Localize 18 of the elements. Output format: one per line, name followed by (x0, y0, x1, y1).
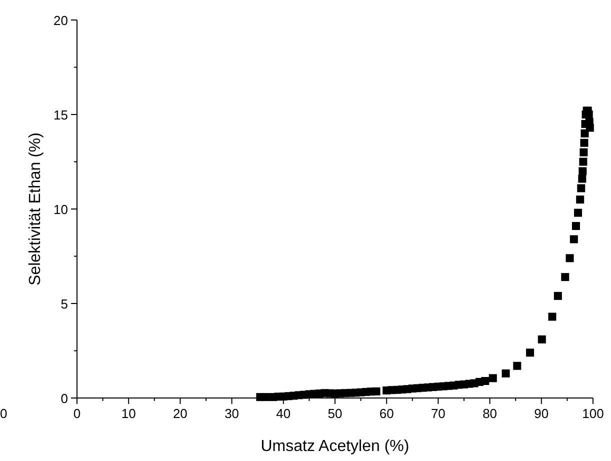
y-tick-label: 15 (54, 108, 68, 122)
y-axis-title: Selektivität Ethan (%) (27, 132, 44, 286)
y-tick-label: 20 (54, 13, 68, 28)
x-tick-label: 100 (582, 406, 604, 421)
x-axis-title: Umsatz Acetylen (%) (260, 438, 410, 455)
x-tick-label: 20 (172, 406, 188, 421)
x-tick-label: 50 (328, 406, 342, 421)
x-tick-label: 90 (534, 406, 549, 421)
y-tick-label: 0 (60, 391, 68, 406)
x-tick-label: 70 (430, 406, 446, 421)
y-tick-label: 10 (54, 202, 68, 217)
x-tick-label: 80 (482, 406, 498, 421)
x-tick-label: 10 (121, 406, 136, 421)
x-tick-label: 0 (73, 406, 81, 421)
x-tick-label: 40 (276, 406, 291, 421)
x-tick-label: 30 (224, 406, 240, 421)
x-tick-label: 60 (379, 406, 394, 421)
y-tick-label: 5 (60, 296, 68, 312)
